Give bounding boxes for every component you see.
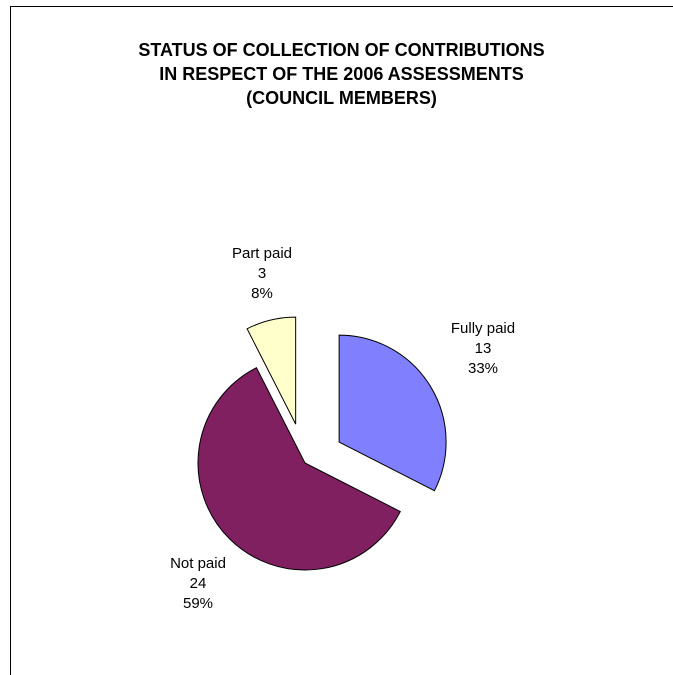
data-label-not-paid-value: 24 <box>190 575 207 592</box>
pie-slice-part-paid <box>246 316 297 425</box>
pie-slice-not-paid <box>197 366 402 571</box>
data-label-not-paid-percent: 59% <box>183 595 213 612</box>
chart-title-line-1: STATUS OF COLLECTION OF CONTRIBUTIONS <box>138 40 545 60</box>
data-label-part-paid-value: 3 <box>258 265 266 282</box>
data-label-fully-paid-percent: 33% <box>468 360 498 377</box>
data-label-not-paid-name: Not paid <box>170 555 226 572</box>
pie-slice-fully-paid <box>338 334 447 492</box>
chart-title: STATUS OF COLLECTION OF CONTRIBUTIONS IN… <box>10 38 673 110</box>
data-label-fully-paid-name: Fully paid <box>451 320 515 337</box>
chart-title-line-3: (COUNCIL MEMBERS) <box>246 88 437 108</box>
data-label-part-paid-percent: 8% <box>251 285 273 302</box>
chart-title-line-2: IN RESPECT OF THE 2006 ASSESSMENTS <box>159 64 524 84</box>
data-label-part-paid-name: Part paid <box>232 245 292 262</box>
data-label-fully-paid-value: 13 <box>475 340 492 357</box>
